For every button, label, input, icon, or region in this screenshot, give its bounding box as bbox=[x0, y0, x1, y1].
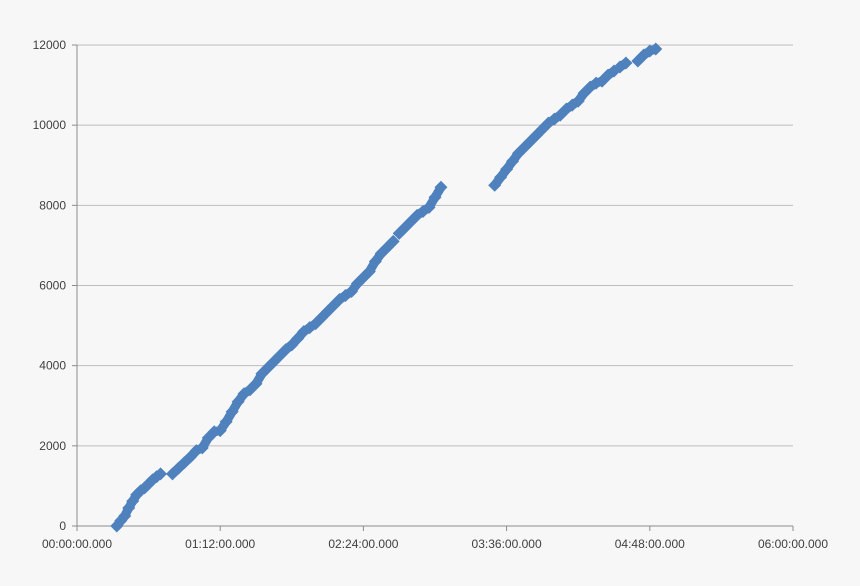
y-tick-label: 6000 bbox=[39, 279, 66, 293]
x-tick-label: 06:00:00.000 bbox=[758, 537, 828, 551]
tick-labels: 0 2000 4000 6000 8000 10000 12000 00:00:00.000 0… bbox=[33, 38, 829, 551]
data-point bbox=[362, 264, 376, 278]
data-point bbox=[571, 94, 585, 108]
x-tick-label: 03:36:00.000 bbox=[472, 537, 542, 551]
y-tick-label: 4000 bbox=[39, 359, 66, 373]
data-point bbox=[386, 234, 400, 248]
data-point bbox=[249, 377, 263, 391]
x-tick-label: 01:12:00.000 bbox=[185, 537, 255, 551]
series-layer bbox=[110, 42, 663, 533]
gridlines bbox=[77, 44, 793, 447]
data-point bbox=[154, 467, 168, 481]
data-point bbox=[225, 405, 239, 419]
y-tick-label: 2000 bbox=[39, 439, 66, 453]
data-point bbox=[488, 178, 502, 192]
data-point bbox=[428, 190, 442, 204]
data-point bbox=[422, 200, 436, 214]
data-point bbox=[649, 42, 663, 56]
x-tick-label: 02:24:00.000 bbox=[328, 537, 398, 551]
data-point bbox=[434, 180, 448, 194]
x-tick-label: 00:00:00.000 bbox=[42, 537, 112, 551]
data-point bbox=[500, 162, 514, 176]
data-point bbox=[195, 441, 209, 455]
y-tick-label: 12000 bbox=[33, 38, 67, 52]
x-tick-label: 04:48:00.000 bbox=[615, 537, 685, 551]
data-point bbox=[213, 424, 227, 438]
data-point bbox=[231, 395, 245, 409]
data-point bbox=[368, 254, 382, 268]
y-tick-label: 8000 bbox=[39, 198, 66, 212]
y-tick-label: 0 bbox=[59, 519, 66, 533]
data-point bbox=[344, 285, 358, 299]
data-point bbox=[494, 170, 508, 184]
data-point bbox=[219, 415, 233, 429]
data-point bbox=[619, 56, 633, 70]
y-tick-label: 10000 bbox=[33, 118, 67, 132]
data-point bbox=[506, 154, 520, 168]
axes bbox=[72, 44, 794, 531]
